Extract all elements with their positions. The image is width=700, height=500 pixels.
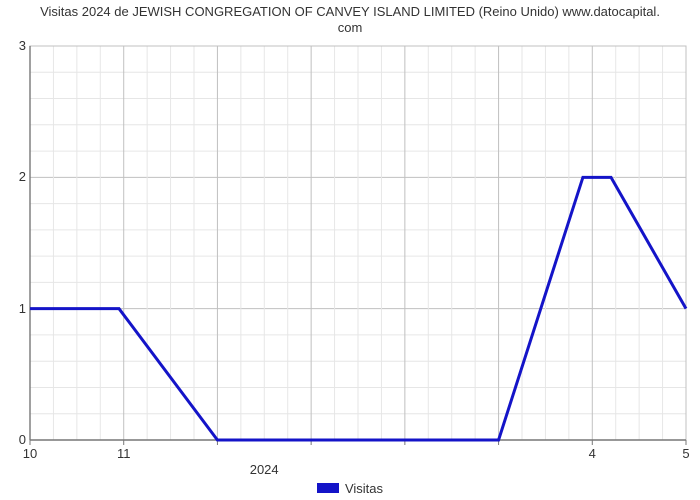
legend: Visitas [0, 481, 700, 497]
y-tick-label: 2 [4, 169, 26, 184]
y-tick-label: 1 [4, 301, 26, 316]
plot-area [0, 0, 700, 500]
x-tick-label: 5 [682, 446, 689, 461]
x-tick-label: 10 [23, 446, 37, 461]
title-line-2: com [338, 20, 363, 35]
x-axis-year-label: 2024 [250, 462, 279, 477]
y-tick-label: 3 [4, 38, 26, 53]
y-tick-label: 0 [4, 432, 26, 447]
legend-item-visitas: Visitas [317, 481, 383, 496]
x-tick-label: 4 [589, 446, 596, 461]
legend-swatch [317, 483, 339, 493]
chart-title: Visitas 2024 de JEWISH CONGREGATION OF C… [0, 4, 700, 37]
x-tick-label: 11 [117, 446, 131, 461]
chart-container: Visitas 2024 de JEWISH CONGREGATION OF C… [0, 0, 700, 500]
title-line-1: Visitas 2024 de JEWISH CONGREGATION OF C… [40, 4, 660, 19]
legend-label: Visitas [345, 481, 383, 496]
